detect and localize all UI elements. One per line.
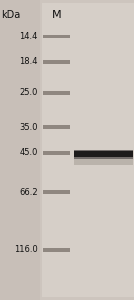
Text: kDa: kDa	[1, 11, 20, 20]
Bar	[43, 91, 70, 95]
Bar	[43, 248, 70, 252]
Text: 14.4: 14.4	[19, 32, 38, 41]
Bar	[74, 150, 133, 159]
Text: 45.0: 45.0	[19, 148, 38, 158]
Text: M: M	[51, 11, 61, 20]
Text: 116.0: 116.0	[14, 245, 38, 254]
Bar	[74, 151, 133, 158]
Bar	[42, 3, 134, 297]
Text: 35.0: 35.0	[19, 123, 38, 132]
Bar	[43, 60, 70, 64]
Bar	[43, 151, 70, 155]
Bar	[43, 34, 70, 38]
Text: 25.0: 25.0	[19, 88, 38, 98]
Bar	[43, 190, 70, 194]
Bar	[43, 125, 70, 129]
Bar	[40, 0, 134, 300]
Text: 18.4: 18.4	[19, 57, 38, 66]
Text: 66.2: 66.2	[19, 188, 38, 197]
Bar	[74, 150, 133, 165]
